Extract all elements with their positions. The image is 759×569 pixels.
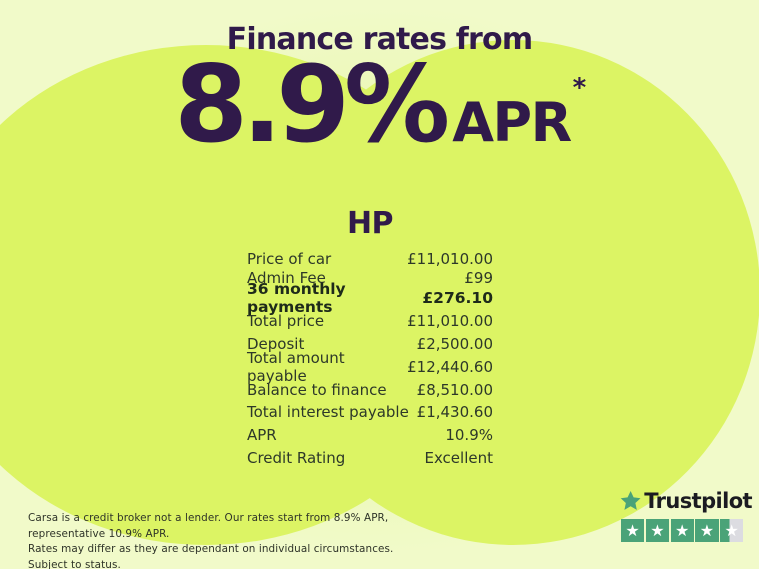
finance-row-total-interest-payable: Total interest payable £1,430.60: [247, 401, 493, 424]
trustpilot-badge: Trustpilot ★ ★ ★ ★ ★: [620, 487, 753, 543]
finance-row-value: £99: [464, 268, 493, 287]
finance-row-admin-fee: Admin Fee £99: [247, 269, 493, 288]
finance-row-value: £11,010.00: [407, 250, 493, 269]
finance-row-value: £1,430.60: [416, 403, 493, 422]
finance-row-label: Total amount payable: [247, 348, 345, 385]
finance-table: Price of car £11,010.00 Admin Fee £99 36…: [247, 250, 493, 469]
finance-row-value: £276.10: [422, 289, 493, 308]
star-box-2: ★: [645, 519, 669, 543]
headline-eyebrow: Finance rates from: [226, 22, 533, 57]
rate-suffix: APR*: [452, 73, 586, 154]
finance-row-label: Total interest payable: [247, 403, 409, 422]
legal-disclaimer: Carsa is a credit broker not a lender. O…: [28, 511, 408, 569]
finance-row-total-price: Total price £11,010.00: [247, 310, 493, 333]
trustpilot-wordmark: Trustpilot: [644, 488, 752, 513]
star-box-5-half: ★: [720, 519, 744, 543]
finance-row-monthly-payments: 36 monthly payments £276.10: [247, 280, 493, 316]
finance-row-label: Balance to finance: [247, 380, 387, 399]
finance-row-price-of-car: Price of car £11,010.00: [247, 250, 493, 269]
legal-disclaimer-line2: Rates may differ as they are dependant o…: [28, 543, 394, 569]
rate-asterisk: *: [572, 73, 587, 103]
rate-value: 8.9%: [174, 43, 450, 166]
finance-row-value: £2,500.00: [416, 334, 493, 353]
finance-row-value: Excellent: [424, 448, 493, 467]
finance-row-label: Deposit: [247, 334, 305, 353]
star-box-3: ★: [670, 519, 694, 543]
trustpilot-star-icon: [620, 490, 641, 510]
finance-row-label: Price of car: [247, 250, 332, 269]
finance-row-value: £8,510.00: [416, 380, 493, 399]
finance-row-balance-to-finance: Balance to finance £8,510.00: [247, 378, 493, 401]
finance-row-label: Admin Fee: [247, 268, 326, 287]
finance-row-total-amount-payable: Total amount payable £12,440.60: [247, 349, 493, 385]
background-circle-right: [266, 40, 759, 545]
rate-suffix-text: APR: [452, 91, 572, 154]
finance-row-label: Credit Rating: [247, 448, 346, 467]
finance-row-credit-rating: Credit Rating Excellent: [247, 447, 493, 470]
finance-row-label: 36 monthly payments: [247, 280, 346, 317]
finance-row-value: £11,010.00: [407, 312, 493, 331]
finance-row-apr: APR 10.9%: [247, 424, 493, 447]
trustpilot-logo: Trustpilot: [620, 487, 753, 514]
finance-row-value: £12,440.60: [407, 357, 493, 376]
star-box-1: ★: [621, 519, 645, 543]
finance-row-label: Total price: [247, 312, 325, 331]
product-title: HP: [346, 206, 394, 241]
headline-rate: 8.9% APR*: [0, 52, 759, 158]
finance-row-label: APR: [247, 426, 277, 445]
legal-disclaimer-line1: Carsa is a credit broker not a lender. O…: [28, 512, 389, 540]
finance-row-deposit: Deposit £2,500.00: [247, 333, 493, 356]
finance-row-value: 10.9%: [445, 426, 493, 445]
star-box-4: ★: [695, 519, 719, 543]
trustpilot-rating-stars: ★ ★ ★ ★ ★: [621, 519, 752, 543]
